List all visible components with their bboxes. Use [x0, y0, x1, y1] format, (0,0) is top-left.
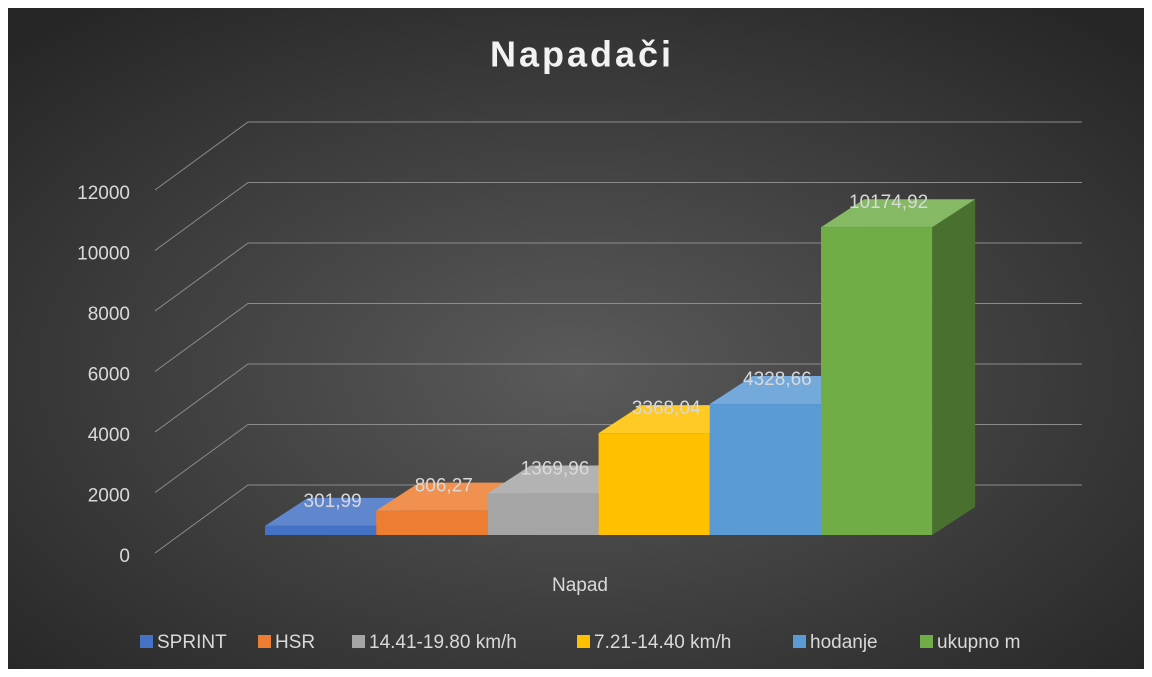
- y-tick-label: 4000: [88, 425, 130, 446]
- legend-swatch: [352, 635, 365, 648]
- grid-line: [154, 242, 1082, 312]
- bar: [487, 493, 599, 535]
- data-label: 301,99: [304, 491, 362, 512]
- legend-label: ukupno m: [937, 632, 1020, 653]
- chart-title: Napadači: [490, 34, 674, 75]
- legend-swatch: [140, 635, 153, 648]
- bar-side: [932, 199, 976, 535]
- legend-swatch: [258, 635, 271, 648]
- x-axis-label: Napad: [552, 575, 608, 596]
- bar: [598, 433, 710, 535]
- legend-swatch: [577, 635, 590, 648]
- legend-label: 7.21-14.40 km/h: [594, 632, 731, 653]
- legend-label: hodanje: [810, 632, 878, 653]
- bar: [376, 510, 488, 535]
- grid-line: [154, 363, 1082, 433]
- y-tick-label: 10000: [77, 244, 130, 265]
- grid-line: [154, 182, 1082, 251]
- data-label: 1369,96: [521, 459, 590, 480]
- data-label: 3368,04: [632, 398, 701, 419]
- bar: [265, 525, 377, 535]
- y-tick-label: 0: [119, 546, 130, 567]
- y-tick-label: 8000: [88, 304, 130, 325]
- y-tick-label: 2000: [88, 486, 130, 507]
- bar: [709, 404, 821, 535]
- data-label: 10174,92: [849, 192, 928, 213]
- legend-swatch: [793, 635, 806, 648]
- data-label: 806,27: [415, 476, 473, 497]
- grid-line: [154, 121, 1082, 191]
- y-tick-label: 12000: [77, 183, 130, 204]
- legend-label: HSR: [275, 632, 315, 653]
- bar: [821, 227, 933, 535]
- legend-label: 14.41-19.80 km/h: [369, 632, 517, 653]
- y-tick-label: 6000: [88, 365, 130, 386]
- data-label: 4328,66: [743, 369, 812, 390]
- legend-label: SPRINT: [157, 632, 227, 653]
- bar-top: [821, 199, 976, 228]
- legend-swatch: [920, 635, 933, 648]
- grid-line: [154, 303, 1082, 372]
